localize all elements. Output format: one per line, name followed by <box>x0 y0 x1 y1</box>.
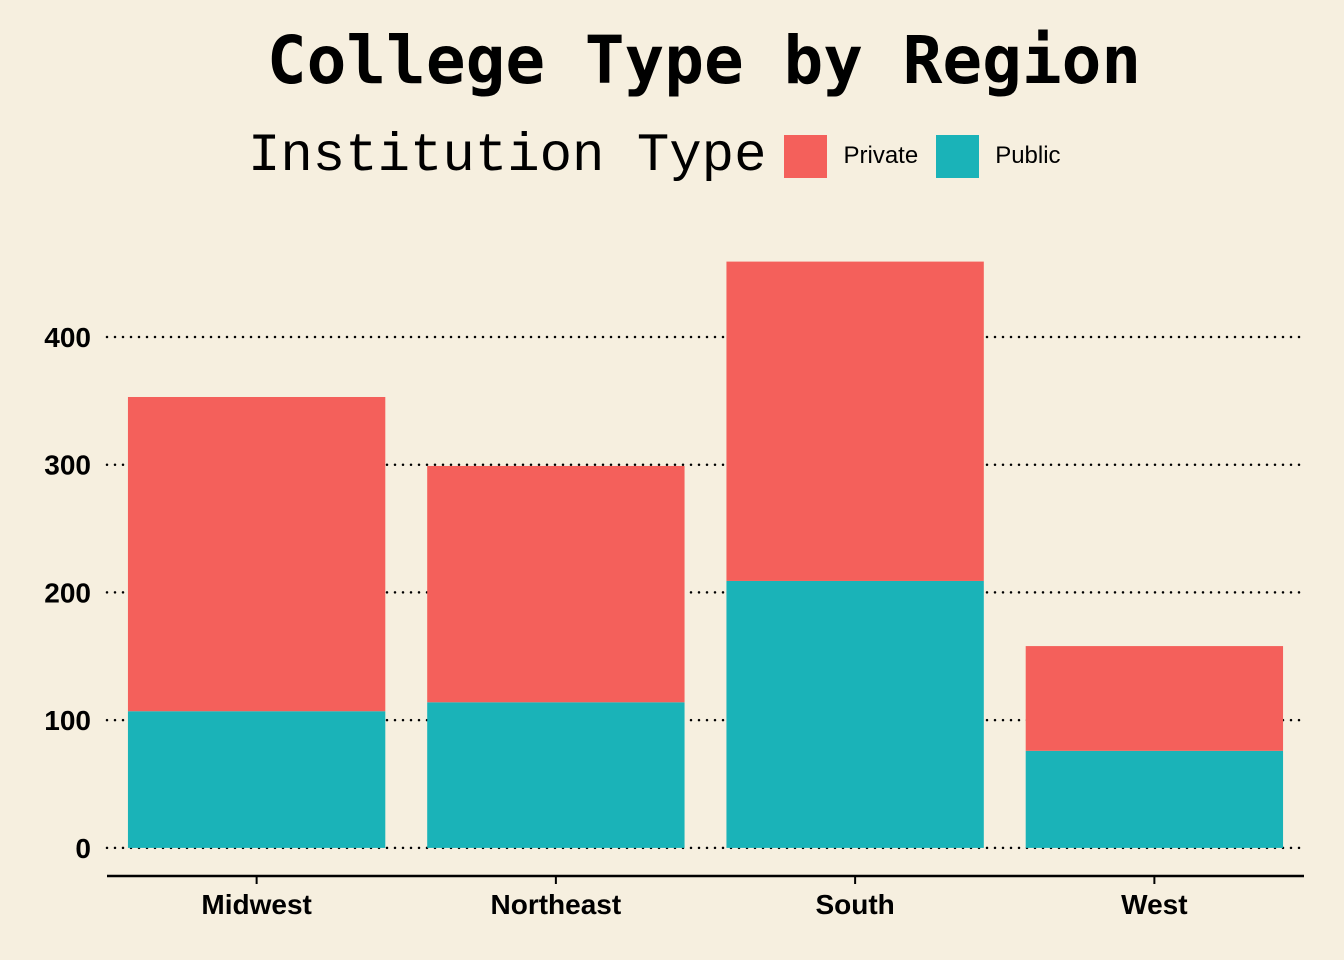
bar-west-private <box>1025 646 1284 751</box>
bar-midwest-public <box>127 711 386 848</box>
y-tick-label-100: 100 <box>44 705 91 736</box>
y-tick-label-400: 400 <box>44 322 91 353</box>
y-tick-label-0: 0 <box>75 833 91 864</box>
bar-south-public <box>726 580 984 848</box>
bar-west-public <box>1025 750 1284 848</box>
x-tick-label-midwest: Midwest <box>201 889 311 920</box>
legend-label-private: Private <box>843 142 919 169</box>
x-tick-label-south: South <box>815 889 894 920</box>
legend-item-private: Private <box>784 134 919 178</box>
chart-title: College Type by Region <box>266 22 1142 99</box>
bar-midwest-private <box>127 396 386 712</box>
bar-south-private <box>726 261 984 581</box>
legend-swatch-private <box>784 134 828 178</box>
y-tick-label-200: 200 <box>44 577 91 608</box>
legend-item-public: Public <box>936 134 1061 178</box>
bar-northeast-private <box>427 465 685 703</box>
legend: Institution Type Private Public <box>248 125 1079 187</box>
legend-title: Institution Type <box>248 125 767 187</box>
legend-swatch-public <box>936 134 980 178</box>
bar-northeast-public <box>427 702 685 848</box>
x-tick-label-west: West <box>1121 889 1187 920</box>
legend-label-public: Public <box>995 142 1061 169</box>
y-tick-label-300: 300 <box>44 450 91 481</box>
x-tick-label-northeast: Northeast <box>491 889 622 920</box>
